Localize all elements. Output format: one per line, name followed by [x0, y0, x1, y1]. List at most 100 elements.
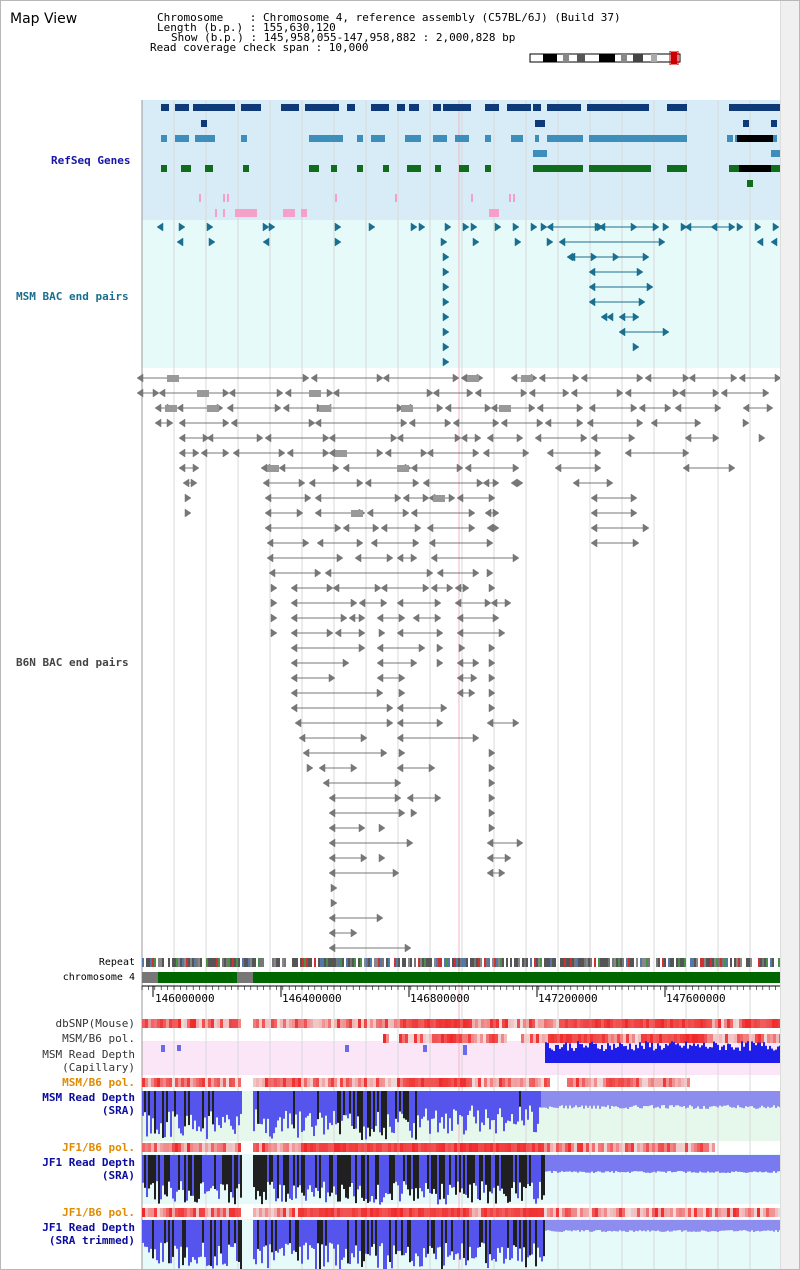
- msm-pol-bar: [773, 1034, 776, 1043]
- msm-pol-bar: [474, 1034, 477, 1043]
- jf1-trim-depth-bar: [637, 1220, 639, 1232]
- b6n-bac-pair: [456, 688, 464, 698]
- msm-pol-bar: [385, 1078, 388, 1087]
- repeat-mark: [420, 958, 422, 967]
- b6n-bac-pair: [386, 703, 394, 713]
- jf1-sra-depth-bar: [379, 1155, 381, 1205]
- repeat-mark: [486, 958, 488, 967]
- b6n-bac-pair: [274, 403, 282, 413]
- jf1-pol-bar: [316, 1208, 319, 1217]
- jf1-pol-bar: [616, 1143, 619, 1152]
- jf1-trim-depth-bar: [677, 1220, 679, 1231]
- dbsnp-bar: [541, 1019, 544, 1028]
- msm-pol-bar: [420, 1034, 423, 1043]
- repeat-mark: [162, 958, 164, 967]
- jf1-trim-depth-bar: [325, 1220, 327, 1246]
- gene-feature: [771, 150, 781, 157]
- b6n-bac-pair: [376, 643, 384, 653]
- msm-pol-bar: [468, 1034, 471, 1043]
- jf1-sra-depth-bar: [523, 1155, 525, 1187]
- dbsnp-bar: [607, 1019, 610, 1028]
- jf1-trim-depth-bar: [186, 1220, 188, 1248]
- msm-sra-depth-bar: [170, 1091, 172, 1137]
- msm-sra-depth-bar: [455, 1091, 457, 1111]
- msm-sra-depth-bar: [283, 1091, 285, 1119]
- b6n-bac-pair: [528, 403, 536, 413]
- gene-feature: [533, 104, 541, 111]
- jf1-depth-trim-label: JF1 Read Depth: [42, 1221, 135, 1234]
- jf1-trim-depth-bar: [533, 1220, 535, 1244]
- jf1-pol-bar: [733, 1208, 736, 1217]
- b6n-bac-label[interactable]: B6N BAC end pairs: [16, 656, 129, 669]
- jf1-sra-depth-bar: [267, 1155, 269, 1182]
- jf1-pol-bar: [301, 1208, 304, 1217]
- msm-pol-bar: [334, 1078, 337, 1087]
- vertical-scrollbar[interactable]: [780, 1, 799, 1269]
- chromosome-ideogram[interactable]: [529, 51, 689, 65]
- jf1-trim-depth-bar: [645, 1220, 647, 1232]
- b6n-bac-pair: [282, 403, 290, 413]
- msm-cap-depth-bar: [717, 1044, 719, 1063]
- msm-pol-bar: [498, 1034, 501, 1043]
- msm-cap-depth-bar: [575, 1048, 577, 1063]
- b6n-bac-pair: [328, 868, 336, 878]
- msm-bac-pair: [588, 267, 596, 277]
- msm-cap-depth-bar: [633, 1050, 635, 1063]
- b6n-bac-pair: [374, 583, 382, 593]
- jf1-trim-depth-bar: [158, 1220, 160, 1264]
- jf1-trim-depth-bar: [509, 1220, 511, 1261]
- jf1-sra-depth-bar: [497, 1155, 499, 1186]
- b6n-bac-pair: [380, 583, 388, 593]
- repeat-mark: [578, 958, 580, 967]
- msm-sra-depth-bar: [357, 1091, 359, 1117]
- jf1-pol-bar: [613, 1143, 616, 1152]
- msm-bac-end: [368, 222, 376, 232]
- jf1-sra-depth-bar: [473, 1155, 475, 1184]
- msm-bac-pair: [618, 327, 626, 337]
- dbsnp-bar: [775, 1019, 778, 1028]
- b6n-bac-pair: [590, 508, 598, 518]
- jf1-trim-depth-bar: [156, 1220, 158, 1261]
- msm-sra-depth-bar: [469, 1091, 471, 1111]
- jf1-pol-bar: [475, 1208, 478, 1217]
- msm-sra-depth-bar: [176, 1091, 178, 1115]
- jf1-sra-depth-bar: [277, 1155, 279, 1199]
- msm-pol-bar: [560, 1034, 563, 1043]
- msm-cap-depth-bar: [713, 1041, 715, 1063]
- jf1-trim-depth-bar: [541, 1220, 543, 1262]
- jf1-sra-depth-bar: [415, 1155, 417, 1189]
- b6n-bac-pair: [376, 913, 384, 923]
- jf1-pol-bar: [328, 1143, 331, 1152]
- repeat-mark: [640, 958, 642, 967]
- repeat-mark: [498, 958, 500, 967]
- jf1-pol-bar: [526, 1143, 529, 1152]
- repeat-mark: [704, 958, 706, 967]
- repeat-mark: [402, 958, 404, 967]
- b6n-bac-pair: [286, 448, 294, 458]
- msm-sra-depth-bar: [303, 1091, 305, 1131]
- repeat-mark: [614, 958, 616, 967]
- dbsnp-bar: [379, 1019, 382, 1028]
- dbsnp-bar: [406, 1019, 409, 1028]
- b6n-bac-pair: [774, 373, 782, 383]
- b6n-bac-pair: [426, 388, 434, 398]
- msm-pol-bar: [675, 1078, 678, 1087]
- msm-pol-bar: [445, 1078, 448, 1087]
- jf1-pol-bar: [223, 1143, 226, 1152]
- msm-sra-depth-bar: [285, 1091, 287, 1111]
- msm-sra-depth-bar: [265, 1091, 267, 1134]
- jf1-pol-bar: [517, 1208, 520, 1217]
- jf1-trim-depth-bar: [429, 1220, 431, 1247]
- b6n-bac-pair: [166, 418, 174, 428]
- b6n-bac-pair: [304, 493, 312, 503]
- repeat-mark: [434, 958, 436, 967]
- jf1-pol-bar: [700, 1208, 703, 1217]
- refseq-genes-label[interactable]: RefSeq Genes: [51, 154, 131, 167]
- msm-pol-bar: [319, 1078, 322, 1087]
- dbsnp-bar: [496, 1019, 499, 1028]
- msm-sra-depth-bar: [525, 1091, 527, 1110]
- jf1-sra-depth-bar: [699, 1155, 701, 1172]
- msm-bac-label[interactable]: MSM BAC end pairs: [16, 290, 129, 303]
- jf1-trim-depth-bar: [629, 1220, 631, 1231]
